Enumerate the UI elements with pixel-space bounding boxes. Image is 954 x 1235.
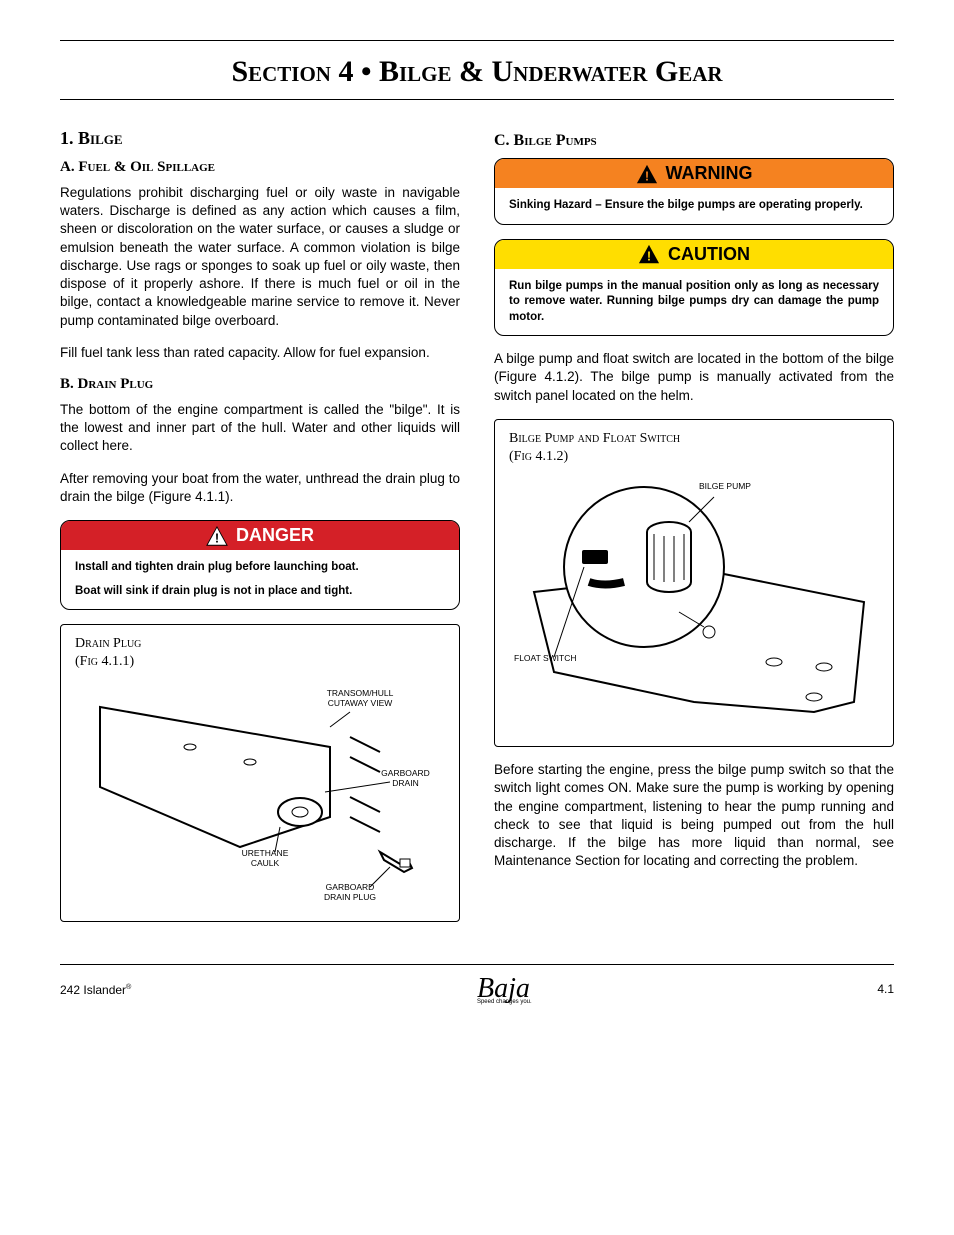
heading-bilge-pumps: C. Bilge Pumps bbox=[494, 132, 894, 150]
fig1-label-garboard-drain: GARBOARD DRAIN bbox=[373, 769, 438, 788]
para-pumps-1: A bilge pump and float switch are locate… bbox=[494, 350, 894, 405]
page-footer: 242 Islander® Baja Speed changes you. 4.… bbox=[60, 964, 894, 1005]
alert-triangle-icon: ! bbox=[636, 164, 658, 184]
danger-body: Install and tighten drain plug before la… bbox=[61, 550, 459, 609]
fig1-label-plug: GARBOARD DRAIN PLUG bbox=[315, 883, 385, 902]
para-fuel-oil-1: Regulations prohibit discharging fuel or… bbox=[60, 184, 460, 330]
fig2-art: BILGE PUMP FLOAT SWITCH bbox=[509, 472, 879, 732]
caution-label: CAUTION bbox=[668, 244, 750, 265]
danger-line-1: Install and tighten drain plug before la… bbox=[75, 560, 445, 576]
fig2-title: Bilge Pump and Float Switch (Fig 4.1.2) bbox=[509, 430, 879, 466]
warning-label: WARNING bbox=[666, 163, 753, 184]
fig1-label-transom: TRANSOM/HULL CUTAWAY VIEW bbox=[320, 689, 400, 708]
fig1-art: TRANSOM/HULL CUTAWAY VIEW GARBOARD DRAIN… bbox=[75, 677, 445, 907]
svg-text:!: ! bbox=[647, 249, 651, 264]
left-column: 1. Bilge A. Fuel & Oil Spillage Regulati… bbox=[60, 128, 460, 936]
fig2-label-float: FLOAT SWITCH bbox=[514, 654, 577, 663]
heading-bilge: 1. Bilge bbox=[60, 128, 460, 149]
svg-text:!: ! bbox=[215, 530, 219, 545]
alert-triangle-icon: ! bbox=[206, 526, 228, 546]
section-title: Section 4 • Bilge & Underwater Gear bbox=[60, 49, 894, 100]
right-column: C. Bilge Pumps ! WARNING Sinking Hazard … bbox=[494, 128, 894, 936]
figure-4-1-1: Drain Plug (Fig 4.1.1) bbox=[60, 624, 460, 922]
para-fuel-oil-2: Fill fuel tank less than rated capacity.… bbox=[60, 344, 460, 362]
para-drain-1: The bottom of the engine compartment is … bbox=[60, 401, 460, 456]
two-column-layout: 1. Bilge A. Fuel & Oil Spillage Regulati… bbox=[60, 128, 894, 936]
para-pumps-2: Before starting the engine, press the bi… bbox=[494, 761, 894, 870]
fig1-label-caulk: URETHANE CAULK bbox=[235, 849, 295, 868]
caution-header: ! CAUTION bbox=[495, 240, 893, 269]
para-drain-2: After removing your boat from the water,… bbox=[60, 470, 460, 506]
danger-header: ! DANGER bbox=[61, 521, 459, 550]
fig1-title: Drain Plug (Fig 4.1.1) bbox=[75, 635, 445, 671]
figure-4-1-2: Bilge Pump and Float Switch (Fig 4.1.2) bbox=[494, 419, 894, 747]
heading-fuel-oil: A. Fuel & Oil Spillage bbox=[60, 159, 460, 176]
fig2-label-pump: BILGE PUMP bbox=[699, 482, 751, 491]
warning-body: Sinking Hazard – Ensure the bilge pumps … bbox=[495, 188, 893, 224]
caution-body: Run bilge pumps in the manual position o… bbox=[495, 269, 893, 336]
danger-line-2: Boat will sink if drain plug is not in p… bbox=[75, 584, 445, 600]
footer-model: 242 Islander® bbox=[60, 982, 131, 997]
warning-box: ! WARNING Sinking Hazard – Ensure the bi… bbox=[494, 158, 894, 225]
footer-logo: Baja Speed changes you. bbox=[477, 973, 532, 1005]
heading-drain-plug: B. Drain Plug bbox=[60, 376, 460, 393]
danger-box: ! DANGER Install and tighten drain plug … bbox=[60, 520, 460, 610]
danger-label: DANGER bbox=[236, 525, 314, 546]
warning-header: ! WARNING bbox=[495, 159, 893, 188]
alert-triangle-icon: ! bbox=[638, 244, 660, 264]
svg-text:!: ! bbox=[644, 168, 648, 183]
footer-page-number: 4.1 bbox=[877, 982, 894, 996]
caution-box: ! CAUTION Run bilge pumps in the manual … bbox=[494, 239, 894, 337]
